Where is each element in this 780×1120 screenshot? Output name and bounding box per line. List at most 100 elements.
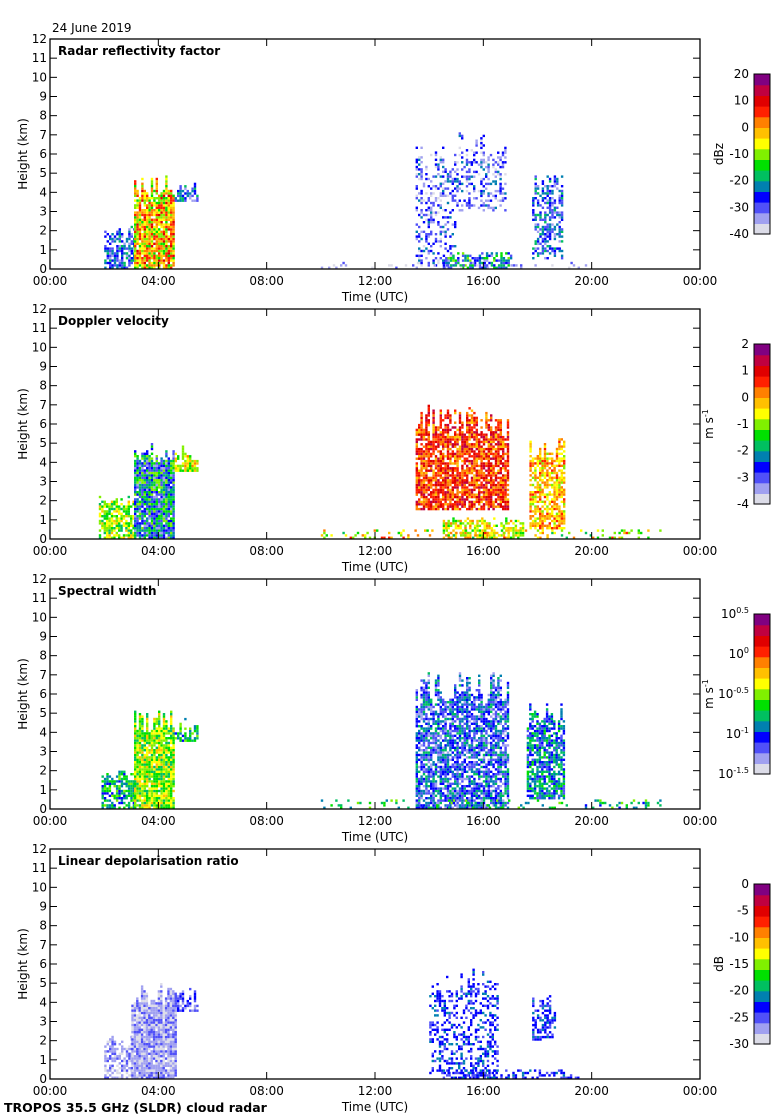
- radar-pixel: [445, 529, 448, 532]
- radar-pixel: [478, 529, 482, 532]
- radar-pixel: [158, 751, 161, 754]
- radar-pixel: [497, 421, 500, 424]
- radar-pixel: [427, 479, 430, 482]
- radar-pixel: [463, 503, 466, 506]
- radar-pixel: [529, 483, 532, 487]
- radar-pixel: [555, 471, 559, 475]
- radar-pixel: [141, 192, 144, 195]
- radar-pixel: [449, 252, 453, 255]
- radar-pixel: [134, 527, 137, 530]
- radar-pixel: [473, 443, 476, 446]
- radar-pixel: [532, 204, 535, 207]
- radar-pixel: [466, 486, 469, 489]
- radar-pixel: [546, 457, 549, 460]
- radar-pixel: [553, 486, 556, 489]
- radar-pixel: [193, 464, 197, 468]
- radar-pixel: [420, 464, 423, 468]
- radar-pixel: [546, 524, 549, 527]
- radar-pixel: [143, 199, 146, 202]
- radar-pixel: [167, 194, 170, 197]
- y-tick-label: 11: [32, 51, 47, 65]
- radar-pixel: [148, 522, 151, 525]
- radar-pixel: [546, 512, 549, 515]
- radar-pixel: [553, 471, 556, 475]
- radar-pixel: [439, 414, 442, 417]
- radar-pixel: [138, 503, 142, 506]
- radar-pixel: [172, 249, 175, 253]
- radar-pixel: [558, 230, 561, 233]
- radar-pixel: [494, 462, 498, 465]
- radar-pixel: [418, 233, 421, 236]
- radar-pixel: [504, 462, 507, 465]
- radar-pixel: [172, 230, 175, 233]
- radar-pixel: [546, 213, 549, 217]
- radar-pixel: [113, 235, 117, 238]
- radar-pixel: [136, 483, 139, 487]
- radar-pixel: [170, 474, 173, 477]
- radar-pixel: [558, 452, 561, 455]
- radar-pixel: [146, 804, 149, 807]
- radar-pixel: [493, 534, 496, 537]
- radar-pixel: [439, 426, 442, 429]
- radar-pixel: [108, 503, 111, 506]
- radar-pixel: [160, 491, 163, 494]
- radar-pixel: [553, 495, 556, 499]
- radar-pixel: [553, 469, 556, 472]
- radar-pixel: [146, 192, 149, 195]
- radar-pixel: [136, 471, 139, 475]
- radar-pixel: [459, 524, 462, 527]
- radar-pixel: [141, 773, 144, 776]
- radar-pixel: [134, 213, 137, 217]
- radar-pixel: [539, 457, 542, 460]
- radar-pixel: [158, 775, 161, 778]
- radar-pixel: [446, 221, 450, 224]
- radar-pixel: [490, 261, 494, 265]
- radar-pixel: [125, 266, 129, 269]
- radar-pixel: [196, 469, 199, 472]
- radar-pixel: [427, 242, 430, 245]
- radar-pixel: [143, 777, 146, 781]
- radar-pixel: [553, 180, 557, 183]
- radar-pixel: [125, 524, 128, 527]
- radar-pixel: [485, 421, 488, 424]
- radar-pixel: [167, 524, 170, 527]
- radar-pixel: [437, 197, 440, 200]
- radar-pixel: [480, 455, 483, 458]
- radar-pixel: [167, 503, 170, 506]
- radar-pixel: [160, 775, 163, 778]
- radar-pixel: [388, 536, 391, 539]
- radar-pixel: [146, 503, 149, 506]
- radar-pixel: [418, 249, 421, 253]
- radar-pixel: [146, 768, 149, 771]
- radar-pixel: [506, 471, 510, 475]
- radar-pixel: [449, 245, 452, 248]
- radar-pixel: [451, 452, 454, 456]
- radar-pixel: [504, 486, 507, 489]
- radar-pixel: [153, 483, 156, 487]
- radar-pixel: [165, 264, 168, 267]
- radar-pixel: [134, 529, 137, 532]
- radar-pixel: [101, 789, 104, 793]
- radar-pixel: [558, 249, 561, 253]
- radar-pixel: [490, 445, 493, 448]
- radar-pixel: [134, 732, 137, 735]
- radar-pixel: [497, 156, 500, 159]
- radar-pixel: [560, 199, 564, 202]
- radar-pixel: [445, 264, 448, 267]
- radar-pixel: [146, 230, 149, 233]
- radar-pixel: [504, 161, 507, 164]
- radar-pixel: [148, 211, 151, 214]
- radar-pixel: [546, 459, 549, 463]
- radar-pixel: [572, 536, 576, 539]
- radar-pixel: [162, 476, 166, 479]
- radar-pixel: [473, 462, 476, 465]
- radar-pixel: [150, 522, 154, 525]
- radar-pixel: [170, 245, 173, 248]
- x-tick-label: 12:00: [358, 274, 393, 288]
- radar-pixel: [442, 192, 445, 195]
- radar-pixel: [150, 177, 154, 181]
- radar-pixel: [138, 257, 142, 260]
- radar-pixel: [553, 199, 557, 202]
- radar-pixel: [480, 464, 483, 468]
- y-tick-label: 4: [39, 455, 47, 469]
